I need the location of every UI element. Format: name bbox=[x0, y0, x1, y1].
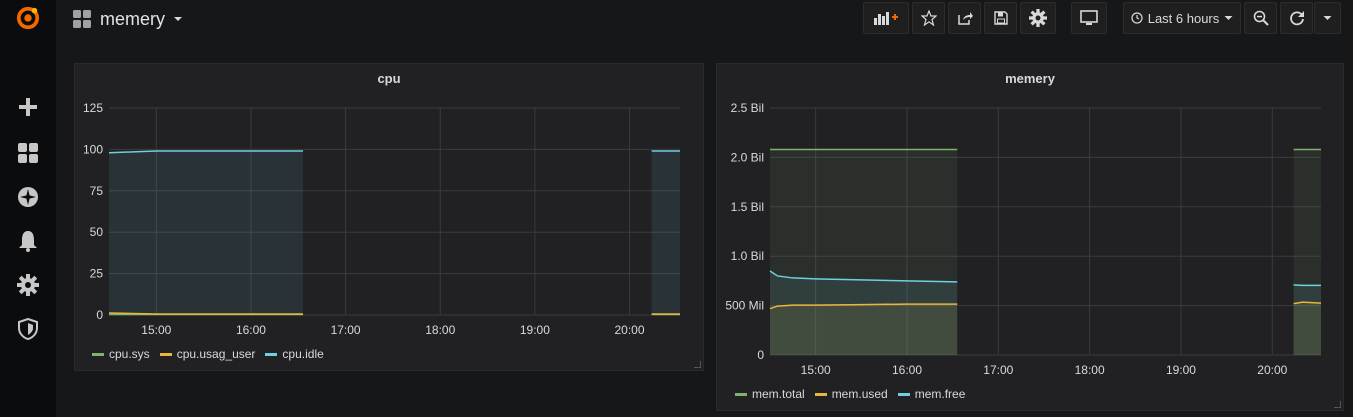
memery-panel: memery 0 500 Mil 1.0 Bil 1.5 Bil 2.0 Bil 2.5 … bbox=[716, 63, 1344, 411]
series-line-mem-free[interactable] bbox=[769, 270, 958, 283]
cpu-chart[interactable]: 0 25 50 75 100 125 15:00 16:00 17:00 18:00 19:00 20… bbox=[75, 64, 705, 372]
time-picker-button[interactable]: Last 6 hours bbox=[1123, 2, 1241, 34]
x-tick-label: 15:00 bbox=[141, 323, 171, 337]
caret-down-icon bbox=[1323, 16, 1332, 20]
legend-item-cpu-idle[interactable]: cpu.idle bbox=[265, 347, 324, 361]
share-button[interactable] bbox=[948, 2, 981, 34]
legend-swatch bbox=[159, 352, 172, 356]
dashboards-icon[interactable] bbox=[16, 141, 40, 165]
y-tick-label: 0 bbox=[757, 348, 764, 362]
save-button[interactable] bbox=[984, 2, 1017, 34]
monitor-icon bbox=[1080, 10, 1098, 25]
legend-swatch bbox=[897, 392, 910, 396]
series-area-mem-free bbox=[770, 271, 958, 355]
panel-title[interactable]: memery bbox=[1005, 71, 1055, 86]
x-tick-label: 20:00 bbox=[615, 323, 645, 337]
clock-icon bbox=[1131, 12, 1143, 24]
y-tick-label: 100 bbox=[83, 142, 103, 156]
cpu-panel: cpu 0 25 50 75 100 125 15:00 16:00 17:00 18:00 19:… bbox=[74, 63, 704, 371]
tv-mode-button[interactable] bbox=[1071, 2, 1107, 34]
chart-legend: mem.total mem.used mem.free bbox=[735, 387, 965, 401]
legend-label: cpu.usag_user bbox=[176, 347, 256, 361]
x-tick-label: 15:00 bbox=[801, 363, 831, 377]
y-tick-label: 0 bbox=[96, 308, 103, 322]
y-tick-label: 500 Mil bbox=[725, 299, 764, 313]
series-area-cpu-idle bbox=[109, 151, 304, 315]
x-tick-label: 16:00 bbox=[236, 323, 266, 337]
y-tick-label: 1.0 Bil bbox=[731, 249, 764, 263]
dashboard-title-button[interactable]: memery bbox=[72, 6, 183, 32]
chart-legend: cpu.sys cpu.usag_user cpu.idle bbox=[92, 347, 324, 361]
refresh-icon bbox=[1289, 11, 1304, 26]
legend-item-mem-free[interactable]: mem.free bbox=[897, 387, 966, 401]
y-tick-label: 75 bbox=[90, 184, 104, 198]
dashboard-grid-icon bbox=[73, 10, 91, 28]
panel-resize-handle[interactable] bbox=[694, 361, 701, 368]
series-area-mem-free bbox=[1293, 284, 1321, 355]
shield-icon[interactable] bbox=[16, 317, 40, 341]
dashboard-navbar: memery bbox=[56, 0, 1353, 40]
add-panel-button[interactable] bbox=[863, 2, 909, 34]
series-area-mem-total bbox=[1293, 149, 1321, 355]
series-line-mem-used[interactable] bbox=[769, 303, 958, 310]
caret-down-icon bbox=[174, 17, 183, 21]
legend-label: cpu.sys bbox=[109, 347, 150, 361]
y-tick-label: 2.5 Bil bbox=[731, 101, 764, 115]
legend-item-cpu-sys[interactable]: cpu.sys bbox=[92, 347, 150, 361]
y-tick-label: 125 bbox=[83, 101, 103, 115]
legend-item-mem-used[interactable]: mem.used bbox=[814, 387, 888, 401]
y-tick-label: 1.5 Bil bbox=[731, 200, 764, 214]
panel-resize-handle[interactable] bbox=[1334, 401, 1341, 408]
zoom-out-button[interactable] bbox=[1244, 2, 1277, 34]
sidebar bbox=[0, 0, 56, 417]
refresh-interval-dropdown[interactable] bbox=[1314, 2, 1341, 34]
share-icon bbox=[957, 12, 973, 25]
configuration-icon[interactable] bbox=[16, 273, 40, 297]
star-icon bbox=[920, 10, 937, 26]
save-icon bbox=[993, 11, 1008, 25]
explore-icon[interactable] bbox=[16, 185, 40, 209]
legend-label: mem.used bbox=[831, 387, 888, 401]
legend-label: mem.total bbox=[752, 387, 805, 401]
x-tick-label: 19:00 bbox=[1166, 363, 1196, 377]
series-area-cpu-idle bbox=[651, 151, 680, 315]
x-tick-label: 19:00 bbox=[520, 323, 550, 337]
series-area-mem-used bbox=[1293, 302, 1321, 355]
plus-icon[interactable] bbox=[16, 95, 40, 119]
y-tick-label: 50 bbox=[90, 225, 104, 239]
series-area-mem-used bbox=[770, 304, 958, 355]
x-tick-label: 20:00 bbox=[1257, 363, 1287, 377]
x-tick-label: 18:00 bbox=[425, 323, 455, 337]
y-tick-label: 2.0 Bil bbox=[731, 150, 764, 164]
zoom-out-icon bbox=[1253, 10, 1269, 26]
series-line-cpu-idle[interactable] bbox=[108, 150, 304, 154]
series-line-mem-used[interactable] bbox=[1293, 301, 1322, 305]
alerting-icon[interactable] bbox=[16, 229, 40, 253]
x-tick-label: 16:00 bbox=[892, 363, 922, 377]
dashboard-title: memery bbox=[100, 8, 166, 29]
add-panel-icon bbox=[874, 12, 898, 25]
refresh-button[interactable] bbox=[1280, 2, 1313, 34]
grafana-logo[interactable] bbox=[16, 6, 40, 30]
legend-swatch bbox=[735, 392, 747, 396]
legend-swatch bbox=[92, 352, 104, 356]
legend-item-mem-total[interactable]: mem.total bbox=[735, 387, 805, 401]
legend-label: mem.free bbox=[914, 387, 966, 401]
gear-icon bbox=[1029, 9, 1047, 27]
memery-chart[interactable]: 0 500 Mil 1.0 Bil 1.5 Bil 2.0 Bil 2.5 Bil 15:0… bbox=[717, 64, 1345, 412]
x-tick-label: 18:00 bbox=[1075, 363, 1105, 377]
time-range-label: Last 6 hours bbox=[1147, 10, 1220, 26]
panel-title[interactable]: cpu bbox=[377, 71, 401, 86]
x-tick-label: 17:00 bbox=[331, 323, 361, 337]
x-tick-label: 17:00 bbox=[983, 363, 1013, 377]
legend-label: cpu.idle bbox=[282, 347, 324, 361]
legend-swatch bbox=[265, 352, 278, 356]
legend-item-cpu-usag-user[interactable]: cpu.usag_user bbox=[159, 347, 256, 361]
dashboard-settings-button[interactable] bbox=[1020, 2, 1056, 34]
star-button[interactable] bbox=[912, 2, 945, 34]
caret-down-icon bbox=[1224, 16, 1233, 20]
series-line-cpu-usag-user[interactable] bbox=[108, 312, 304, 315]
y-tick-label: 25 bbox=[90, 267, 104, 281]
legend-swatch bbox=[814, 392, 827, 396]
